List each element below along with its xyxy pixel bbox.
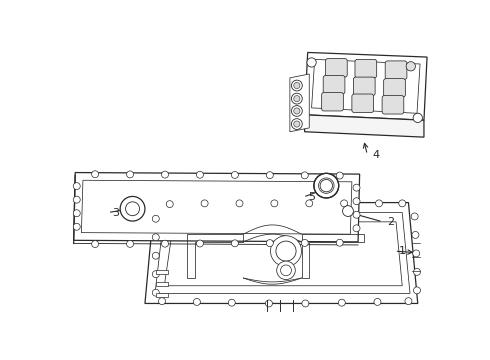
Circle shape xyxy=(413,113,422,122)
FancyBboxPatch shape xyxy=(323,76,345,94)
Circle shape xyxy=(353,211,360,218)
Circle shape xyxy=(276,241,296,261)
Circle shape xyxy=(231,240,238,247)
Circle shape xyxy=(74,210,80,217)
Circle shape xyxy=(294,121,300,127)
Circle shape xyxy=(74,223,80,230)
Circle shape xyxy=(292,105,302,116)
Polygon shape xyxy=(305,53,427,120)
Circle shape xyxy=(301,239,308,246)
Polygon shape xyxy=(74,172,360,242)
Circle shape xyxy=(125,202,140,216)
FancyBboxPatch shape xyxy=(384,78,405,97)
Polygon shape xyxy=(155,213,410,293)
Polygon shape xyxy=(156,282,168,286)
Circle shape xyxy=(92,240,98,248)
Circle shape xyxy=(152,215,159,222)
Circle shape xyxy=(152,289,159,296)
Circle shape xyxy=(405,298,412,305)
Circle shape xyxy=(120,197,145,221)
Circle shape xyxy=(353,198,360,205)
Circle shape xyxy=(228,299,235,306)
Text: 2: 2 xyxy=(388,217,394,227)
Circle shape xyxy=(406,62,416,71)
Circle shape xyxy=(162,171,169,178)
Circle shape xyxy=(353,225,360,232)
Circle shape xyxy=(162,240,169,247)
Circle shape xyxy=(302,300,309,307)
Circle shape xyxy=(413,250,420,257)
Circle shape xyxy=(267,172,273,179)
Circle shape xyxy=(336,172,343,179)
Circle shape xyxy=(194,298,200,305)
Circle shape xyxy=(236,200,243,207)
Text: 4: 4 xyxy=(372,150,379,160)
Circle shape xyxy=(414,287,420,294)
Circle shape xyxy=(281,265,292,276)
Circle shape xyxy=(375,200,383,207)
Circle shape xyxy=(399,200,406,207)
Polygon shape xyxy=(290,74,309,132)
Circle shape xyxy=(307,58,316,67)
FancyBboxPatch shape xyxy=(353,77,375,95)
Circle shape xyxy=(92,171,98,178)
Text: 3: 3 xyxy=(112,208,120,217)
Circle shape xyxy=(292,80,302,91)
Circle shape xyxy=(338,299,345,306)
Circle shape xyxy=(292,119,302,130)
Polygon shape xyxy=(156,293,168,297)
Circle shape xyxy=(196,240,203,247)
Polygon shape xyxy=(164,222,402,286)
Text: 5: 5 xyxy=(308,192,315,202)
Circle shape xyxy=(314,173,339,198)
Text: 1: 1 xyxy=(399,246,406,256)
Circle shape xyxy=(318,178,334,193)
Polygon shape xyxy=(156,270,168,274)
Circle shape xyxy=(412,231,419,238)
Polygon shape xyxy=(145,203,418,303)
Circle shape xyxy=(266,300,272,307)
Circle shape xyxy=(126,240,134,247)
Circle shape xyxy=(196,171,203,178)
Circle shape xyxy=(414,269,420,275)
Circle shape xyxy=(294,95,300,102)
FancyBboxPatch shape xyxy=(352,94,373,112)
FancyBboxPatch shape xyxy=(385,61,407,80)
Circle shape xyxy=(74,183,80,190)
Circle shape xyxy=(353,184,360,191)
Circle shape xyxy=(271,200,278,207)
Circle shape xyxy=(270,236,301,266)
Circle shape xyxy=(343,206,353,216)
Circle shape xyxy=(231,171,238,179)
Polygon shape xyxy=(305,115,424,137)
Circle shape xyxy=(301,172,308,179)
Circle shape xyxy=(374,298,381,305)
Circle shape xyxy=(336,239,343,246)
Circle shape xyxy=(292,93,302,104)
Circle shape xyxy=(126,171,134,178)
FancyBboxPatch shape xyxy=(382,95,404,114)
Circle shape xyxy=(267,240,273,247)
Circle shape xyxy=(411,213,418,220)
Circle shape xyxy=(166,201,173,208)
Circle shape xyxy=(152,271,159,278)
Circle shape xyxy=(341,200,347,207)
FancyBboxPatch shape xyxy=(355,59,377,78)
Circle shape xyxy=(152,252,159,259)
Circle shape xyxy=(158,298,166,305)
Circle shape xyxy=(74,196,80,203)
Circle shape xyxy=(321,181,331,190)
Circle shape xyxy=(277,261,295,280)
FancyBboxPatch shape xyxy=(321,93,343,111)
FancyBboxPatch shape xyxy=(325,59,347,77)
Circle shape xyxy=(152,234,159,241)
Circle shape xyxy=(306,200,313,207)
Circle shape xyxy=(294,108,300,114)
Circle shape xyxy=(201,200,208,207)
Circle shape xyxy=(294,82,300,89)
